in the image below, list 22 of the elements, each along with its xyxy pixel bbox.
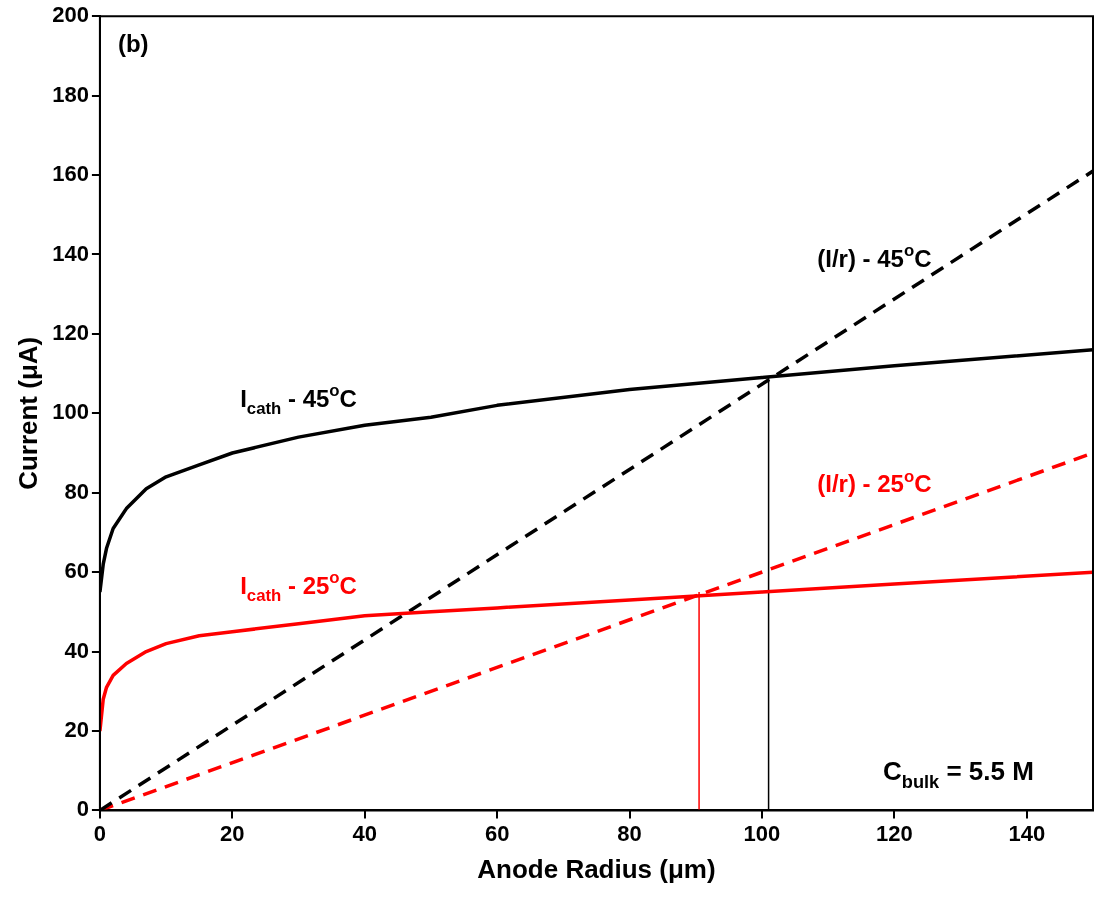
- y-tick-label: 60: [64, 558, 89, 584]
- y-tick-label: 160: [52, 161, 89, 187]
- y-tick-label: 20: [64, 717, 89, 743]
- y-tick-label: 40: [64, 637, 89, 663]
- x-tick-label: 60: [484, 820, 510, 846]
- annotation: (b): [117, 30, 149, 58]
- y-tick-label: 180: [52, 81, 89, 107]
- x-tick-label: 140: [1008, 820, 1046, 846]
- x-tick-label: 0: [93, 820, 107, 846]
- x-tick-label: 80: [617, 820, 642, 846]
- y-tick-label: 80: [64, 478, 89, 504]
- y-tick-label: 0: [76, 796, 89, 822]
- x-axis-title: Anode Radius (μm): [477, 853, 716, 884]
- y-tick-label: 120: [52, 319, 89, 345]
- y-tick-label: 100: [52, 399, 89, 425]
- y-axis-title: Current (μA): [12, 336, 43, 490]
- x-tick-label: 20: [220, 820, 245, 846]
- y-tick-label: 140: [52, 240, 89, 266]
- y-tick-label: 200: [52, 2, 89, 28]
- x-tick-label: 120: [876, 820, 913, 846]
- x-tick-label: 100: [743, 820, 781, 846]
- x-tick-label: 40: [352, 820, 377, 846]
